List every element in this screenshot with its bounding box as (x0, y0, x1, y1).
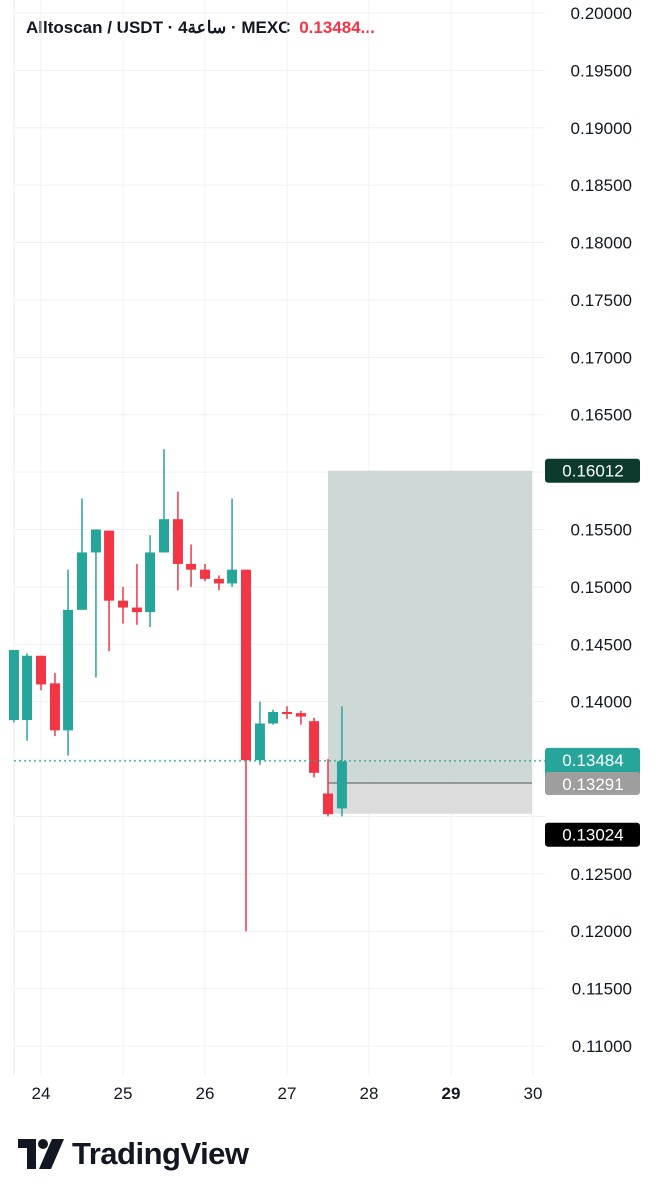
y-tick-label: 0.17000 (571, 348, 632, 367)
candle-body[interactable] (63, 609, 74, 731)
candle-body[interactable] (8, 650, 19, 721)
candle-body[interactable] (90, 529, 101, 553)
y-tick-label: 0.14500 (571, 635, 632, 654)
tradingview-logo-icon (18, 1139, 64, 1169)
candle-body[interactable] (49, 683, 60, 731)
candle-body[interactable] (227, 569, 238, 584)
candle-body[interactable] (254, 723, 265, 761)
target-price-tag[interactable] (545, 458, 640, 483)
x-tick-label: 29 (442, 1084, 461, 1103)
x-tick-label: 24 (32, 1084, 51, 1103)
tradingview-logo-text: TradingView (72, 1136, 249, 1171)
header-price: 0.13484... (299, 18, 375, 37)
y-tick-label: 0.15500 (571, 521, 632, 540)
stop-price-tag[interactable] (545, 822, 640, 847)
x-tick-label: 25 (114, 1084, 133, 1103)
candle-body[interactable] (145, 552, 156, 613)
y-tick-label: 0.11000 (572, 1037, 632, 1056)
target-zone[interactable] (328, 470, 532, 784)
entry-price-tag-text: 0.13291 (562, 775, 623, 794)
y-tick-label: 0.16500 (571, 406, 632, 425)
y-tick-label: 0.20000 (571, 4, 632, 23)
candle-body[interactable] (172, 519, 183, 564)
x-tick-label: 27 (278, 1084, 297, 1103)
y-tick-label: 0.12500 (571, 865, 632, 884)
y-tick-label: 0.18000 (571, 234, 632, 253)
candle-body[interactable] (268, 711, 279, 724)
candle-body[interactable] (118, 600, 128, 608)
price-chart[interactable]: 0.20000 0.19500 0.19000 0.18500 0.18000 0.175… (0, 0, 668, 1115)
candle-body[interactable] (77, 552, 87, 610)
x-tick-label: 26 (196, 1084, 215, 1103)
candle-body[interactable] (241, 569, 251, 761)
y-tick-label: 0.19000 (571, 119, 632, 138)
entry-price-tag[interactable] (545, 772, 640, 796)
x-tick-label: 28 (360, 1084, 379, 1103)
candle-body[interactable] (336, 761, 347, 809)
candle-body[interactable] (104, 530, 115, 601)
y-tick-label: 0.12000 (571, 922, 632, 941)
x-tick-label: 30 (524, 1084, 543, 1103)
stop-price-tag-text: 0.13024 (562, 826, 623, 845)
current-price-tag-text: 0.13484 (562, 751, 623, 770)
y-tick-label: 0.14000 (571, 693, 632, 712)
candle-body[interactable] (295, 713, 306, 717)
candle-body[interactable] (22, 655, 33, 721)
y-tick-label: 0.11500 (572, 980, 632, 999)
candle-body[interactable] (200, 569, 210, 579)
chart-header[interactable]: Alltoscan / USDT · 4ساعة · MEXC 0.13484.… (26, 18, 375, 38)
candle-body[interactable] (323, 793, 333, 815)
y-tick-label: 0.17500 (571, 291, 632, 310)
candle-body[interactable] (309, 721, 320, 773)
tradingview-logo[interactable]: TradingView (18, 1136, 249, 1172)
candle-body[interactable] (159, 519, 169, 553)
y-tick-label: 0.15000 (571, 578, 632, 597)
target-price-tag-text: 0.16012 (562, 462, 623, 481)
candle-body[interactable] (282, 711, 292, 714)
y-tick-label: 0.18500 (571, 176, 632, 195)
candle-body[interactable] (186, 563, 197, 570)
stop-zone[interactable] (328, 783, 532, 814)
candle-body[interactable] (36, 655, 46, 685)
candle-body[interactable] (213, 578, 224, 584)
symbol-title[interactable]: Alltoscan / USDT · 4ساعة · MEXC (26, 18, 291, 37)
y-tick-label: 0.19500 (571, 61, 632, 80)
candle-body[interactable] (131, 607, 142, 613)
